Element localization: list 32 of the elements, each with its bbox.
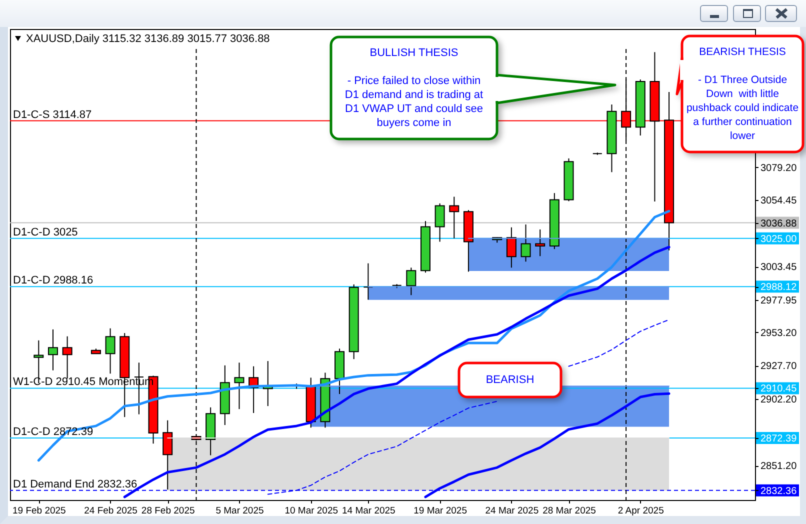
chart-title: XAUUSD,Daily 3115.32 3136.89 3015.77 3036.88 bbox=[26, 33, 270, 45]
x-tick-label: 24 Mar 2025 bbox=[485, 506, 539, 516]
y-tick-label: 2927.70 bbox=[760, 361, 798, 372]
y-tick-label: 2910.45 bbox=[760, 384, 798, 395]
x-tick-label: 28 Feb 2025 bbox=[141, 506, 195, 516]
y-tick-label: 2953.20 bbox=[760, 328, 798, 339]
x-tick-label: 28 Mar 2025 bbox=[542, 506, 596, 516]
y-tick-label: 3025.00 bbox=[760, 234, 798, 245]
x-tick-label: 19 Feb 2025 bbox=[12, 506, 66, 516]
y-tick-label: 2977.95 bbox=[760, 295, 798, 306]
x-tick-label: 5 Mar 2025 bbox=[216, 506, 264, 516]
y-tick-label: 3054.45 bbox=[760, 195, 798, 206]
y-tick-label: 2832.36 bbox=[760, 486, 798, 497]
y-tick-label: 3079.20 bbox=[760, 162, 798, 174]
y-tick-label: 2872.39 bbox=[760, 434, 798, 444]
y-tick-label: 2902.20 bbox=[760, 394, 798, 406]
ref-line-label: D1-C-D 2988.16 bbox=[13, 274, 94, 287]
annotation: BEARISH bbox=[484, 373, 536, 387]
text: BULLISH THESIS - Price failed to close within D1 demand and is trading at D1 VWAP UT and could see buyers come in bbox=[344, 47, 484, 129]
x-tick-label: 2 Apr 2025 bbox=[618, 506, 664, 516]
ref-line-label: D1 Demand End 2832.36 bbox=[13, 478, 138, 490]
x-tick-label: 19 Mar 2025 bbox=[414, 506, 467, 516]
x-tick-label: 10 Mar 2025 bbox=[284, 506, 338, 516]
y-tick-label: 3003.45 bbox=[760, 262, 798, 274]
ref-line-label: D1-C-S 3114.87 bbox=[13, 108, 92, 121]
x-tick-label: 14 Mar 2025 bbox=[342, 506, 396, 516]
ref-line-label: D1-C-D 3025 bbox=[13, 226, 78, 238]
text: BEARISH THESIS - D1 Three Outside Down with little pushback could indicate a further continuation lower bbox=[686, 46, 799, 142]
y-tick-label: 2988.12 bbox=[760, 282, 798, 294]
x-tick-label: 24 Feb 2025 bbox=[84, 506, 138, 516]
y-tick-label: 3036.88 bbox=[760, 218, 798, 230]
y-tick-label: 2851.20 bbox=[760, 461, 798, 472]
